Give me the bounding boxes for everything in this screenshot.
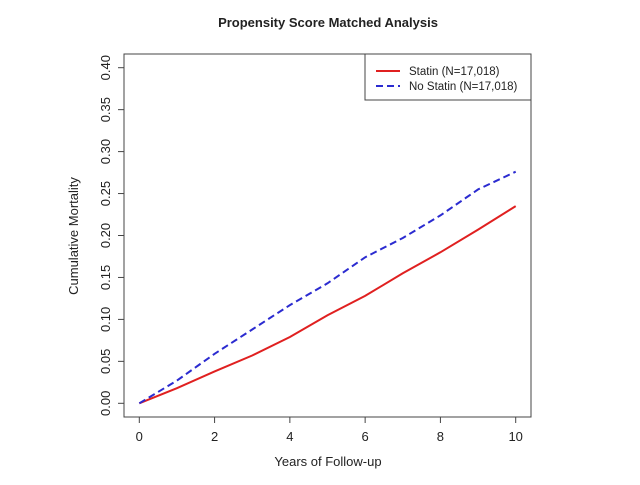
x-tick-label: 10: [508, 429, 522, 444]
series-lines: [138, 170, 517, 405]
y-tick-label: 0.15: [98, 265, 113, 290]
y-tick-label: 0.30: [98, 139, 113, 164]
y-tick-label: 0.20: [98, 223, 113, 248]
y-tick-label: 0.35: [98, 97, 113, 122]
x-axis: 0 2 4 6 8 10: [136, 417, 523, 444]
x-tick-label: 6: [362, 429, 369, 444]
y-axis-label: Cumulative Mortality: [66, 177, 81, 295]
y-axis: 0.00 0.05 0.10 0.15 0.20 0.25 0.30 0.35 0.40: [98, 55, 124, 416]
y-tick-label: 0.25: [98, 181, 113, 206]
y-tick-label: 0.00: [98, 391, 113, 416]
chart-title: Propensity Score Matched Analysis: [218, 15, 438, 30]
legend: Statin (N=17,018) No Statin (N=17,018): [364, 53, 532, 101]
x-tick-label: 8: [437, 429, 444, 444]
x-tick-label: 4: [286, 429, 293, 444]
series-line-statin: [138, 205, 517, 405]
x-axis-label: Years of Follow-up: [274, 454, 381, 469]
series-line-no-statin: [138, 170, 517, 405]
x-tick-label: 0: [136, 429, 143, 444]
legend-label-statin: Statin (N=17,018): [409, 66, 500, 78]
y-tick-label: 0.05: [98, 349, 113, 374]
y-tick-label: 0.40: [98, 55, 113, 80]
legend-label-no-statin: No Statin (N=17,018): [409, 81, 518, 93]
x-tick-label: 2: [211, 429, 218, 444]
y-tick-label: 0.10: [98, 307, 113, 332]
legend-box: [364, 53, 532, 101]
